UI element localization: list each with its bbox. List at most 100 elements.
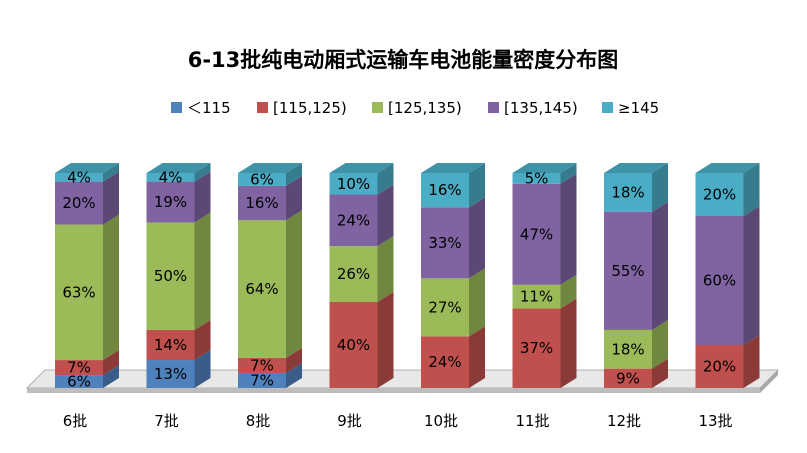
data-label: 4%: [67, 168, 91, 186]
data-label: 60%: [703, 272, 736, 290]
bar-segment-side: [194, 350, 211, 388]
bar-stack: 40% 26% 24% 10%: [329, 163, 394, 388]
bar-segment-side: [286, 347, 302, 373]
legend-swatch: [602, 102, 613, 113]
bar-segment: [146, 360, 195, 388]
data-label: 63%: [62, 283, 95, 301]
legend-label: [125,135): [388, 99, 462, 117]
data-label: 24%: [428, 353, 461, 371]
bar-segment: [146, 181, 195, 223]
bar-segment: [329, 173, 378, 195]
bar-segment: [512, 284, 561, 309]
data-label: 14%: [154, 336, 187, 354]
bar-segment: [329, 302, 378, 388]
legend-item: [125,135): [372, 99, 462, 117]
data-label: 55%: [611, 262, 644, 280]
bar-segment-side: [286, 163, 302, 186]
bar-stack: 24% 27% 33% 16%: [421, 163, 485, 388]
bar-segment-side: [743, 163, 760, 216]
category-label: 8批: [246, 412, 271, 430]
category-label: 6批: [63, 412, 88, 430]
legend-label: [135,145): [504, 99, 578, 117]
bar-segment-side: [652, 201, 668, 330]
legend-item: [115,125): [257, 99, 347, 117]
data-label: 24%: [337, 211, 370, 229]
bar-segment: [329, 194, 378, 247]
bar-segment-side: [560, 173, 577, 285]
bar-segment: [55, 181, 103, 225]
category-label: 7批: [154, 412, 179, 430]
bar-segment-side: [377, 292, 394, 388]
bar-segment-side: [194, 319, 211, 361]
bar-segment-side: [560, 163, 577, 184]
legend-swatch: [171, 102, 182, 113]
bar-segment: [238, 357, 286, 373]
bar-segment: [695, 345, 744, 388]
legend-item: [135,145): [488, 99, 578, 117]
data-label: 18%: [611, 183, 644, 201]
bar-segment: [55, 173, 103, 182]
bar-segment: [146, 329, 195, 361]
bar-stack: 20% 60% 20%: [695, 163, 760, 388]
bar-top: [695, 163, 760, 173]
legend-item: ＜115: [171, 99, 231, 117]
bar-segment-side: [194, 163, 211, 182]
bar-stack: 9% 18% 55% 18%: [604, 163, 668, 388]
bar-segment-side: [286, 362, 302, 388]
category-label: 10批: [424, 412, 458, 430]
floor-side: [760, 370, 778, 393]
data-label: 20%: [703, 186, 736, 204]
data-label: 7%: [67, 359, 91, 377]
bar-segment-side: [469, 268, 485, 337]
legend-label: ＜115: [187, 99, 231, 117]
floor-front: [27, 388, 760, 393]
bar-segment: [421, 336, 469, 388]
bar-segment: [604, 329, 652, 369]
bar-segment: [604, 368, 652, 388]
bar-segment-side: [377, 236, 394, 302]
legend-swatch: [488, 102, 499, 113]
bar-segment-side: [560, 274, 577, 309]
data-label: 64%: [245, 280, 278, 298]
data-label: 13%: [154, 365, 187, 383]
bar-stack: 6%7% 63% 20% 4%: [55, 163, 119, 391]
bar-segment-side: [469, 163, 485, 208]
bar-segment: [238, 220, 286, 358]
bar-segment-side: [377, 163, 394, 195]
data-label: 5%: [525, 169, 549, 187]
data-label: 6%: [67, 373, 91, 391]
bar-segment: [146, 222, 195, 330]
bar-segment: [604, 173, 652, 212]
data-label: 4%: [159, 168, 183, 186]
bar-segment-side: [194, 212, 211, 330]
data-label: 20%: [62, 194, 95, 212]
bar-top: [421, 163, 485, 173]
data-label: 11%: [520, 288, 553, 306]
bar-segment: [238, 372, 286, 388]
bars: 6%7%63%20%4%13%14%50%19%4%7%7%64%16%6%40…: [55, 163, 760, 391]
data-label: 40%: [337, 336, 370, 354]
bar-segment: [55, 375, 103, 388]
bar-segment-side: [103, 214, 119, 361]
bar-segment-side: [103, 350, 119, 376]
bar-segment: [695, 173, 744, 216]
legend: ＜115 [115,125) [125,135) [135,145) ≥145: [171, 99, 659, 117]
data-label: 26%: [337, 265, 370, 283]
bar-segment-side: [377, 184, 394, 247]
data-label: 27%: [428, 298, 461, 316]
bar-segment: [329, 246, 378, 302]
category-label: 11批: [515, 412, 549, 430]
bar-segment: [238, 173, 286, 186]
bar-segment-side: [469, 326, 485, 388]
data-label: 50%: [154, 267, 187, 285]
legend-item: ≥145: [602, 99, 659, 117]
bar-segment: [512, 308, 561, 388]
bar-segment-side: [560, 298, 577, 388]
bar-top: [329, 163, 394, 173]
category-axis: 6批 7批 8批 9批 10批 11批 12批 13批: [63, 412, 733, 430]
bar-segment-side: [652, 358, 668, 388]
data-label: 9%: [616, 369, 640, 387]
bar-segment: [421, 173, 469, 208]
legend-swatch: [257, 102, 268, 113]
